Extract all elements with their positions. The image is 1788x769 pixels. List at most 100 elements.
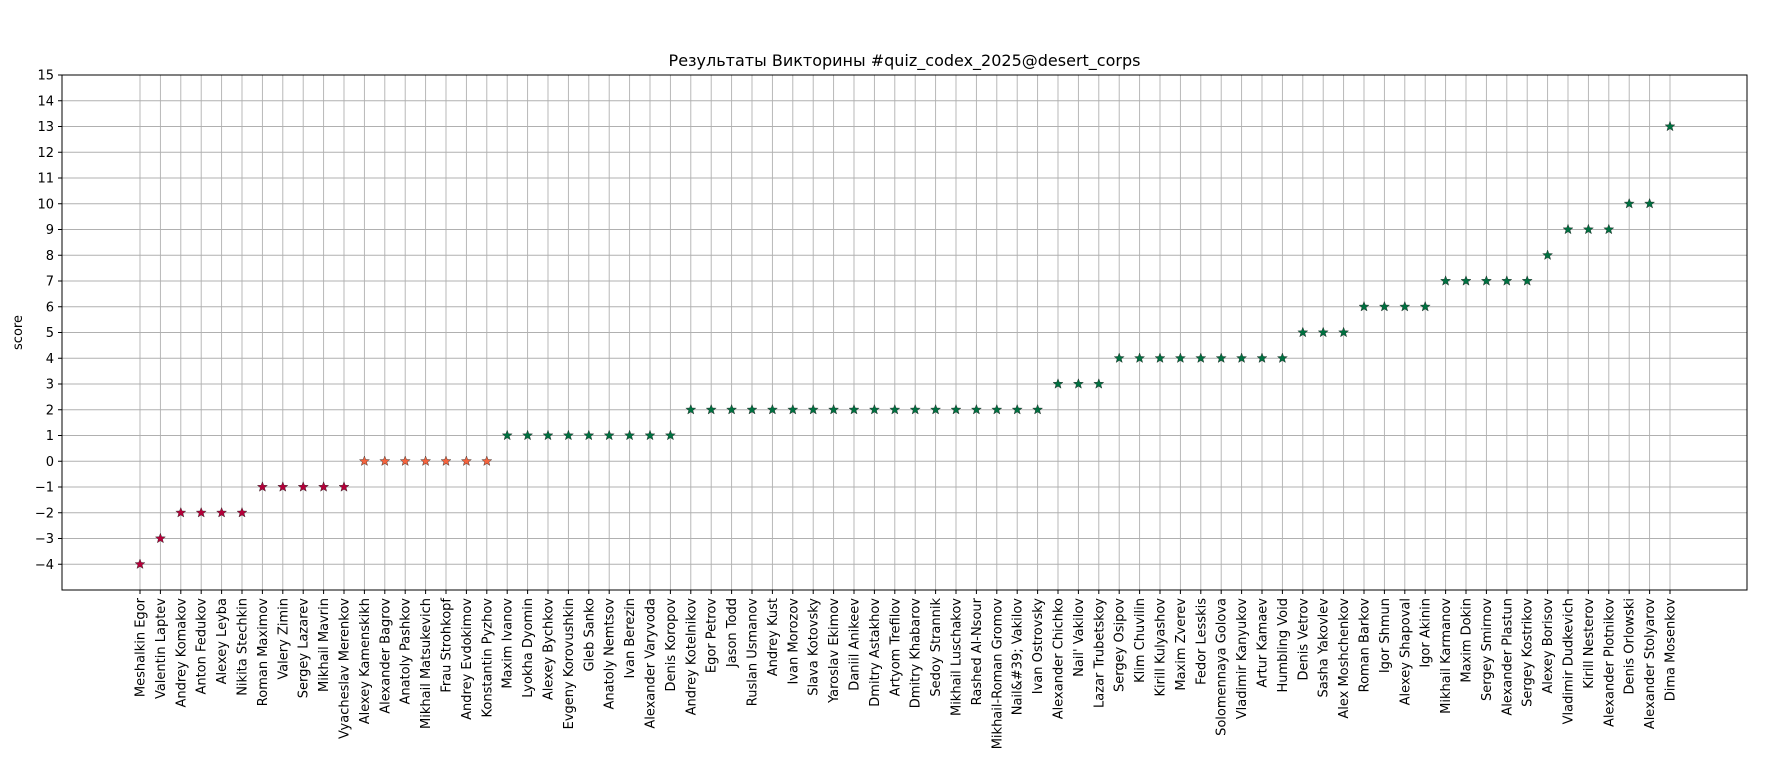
data-point-star: [1521, 275, 1533, 286]
x-tick-label: Evgeny Korovushkin: [562, 598, 577, 729]
data-point-star: [338, 481, 350, 492]
y-tick-label: 1: [46, 429, 54, 444]
x-tick-label: Dmitry Astakhov: [868, 598, 883, 707]
x-tick-label: Ivan Berezin: [623, 598, 638, 679]
data-point-star: [644, 429, 656, 441]
data-point-star: [1419, 300, 1431, 312]
x-tick-label: Alexander Plotnikov: [1602, 598, 1617, 727]
x-tick-label: Slava Kotovsky: [807, 598, 822, 696]
data-point-star: [501, 429, 513, 441]
x-tick-label: Vladimir Dudkevich: [1562, 598, 1577, 724]
data-point-star: [705, 403, 717, 415]
x-tick-label: Alexey Bychkov: [542, 598, 557, 700]
y-tick-label: 11: [37, 172, 54, 187]
data-point-star: [154, 532, 166, 544]
data-point-star: [1582, 223, 1594, 235]
data-point-star: [930, 403, 942, 415]
data-point-star: [746, 403, 758, 415]
data-point-star: [399, 455, 411, 466]
x-tick-label: Denis Vetrov: [1296, 598, 1311, 681]
x-tick-label: Alexey Kamenskikh: [358, 598, 373, 724]
data-point-star: [297, 481, 309, 492]
x-tick-label: Valery Zimin: [276, 598, 291, 680]
x-tick-label: Gleb Sanko: [582, 598, 597, 672]
x-tick-label: Kirill Nesterov: [1582, 598, 1597, 689]
data-point-star: [358, 455, 370, 466]
data-point-star: [460, 455, 472, 466]
x-tick-label: Denis Orlowski: [1623, 598, 1638, 694]
data-point-star: [1480, 275, 1492, 286]
data-point-star: [1011, 403, 1023, 415]
x-tick-label: Nikita Stechkin: [236, 598, 251, 696]
data-point-star: [1195, 352, 1207, 363]
data-point-star: [440, 455, 452, 466]
x-tick-label: Maxim Ivanov: [501, 598, 516, 689]
y-tick-label: −3: [35, 532, 54, 547]
data-point-star: [1358, 300, 1370, 312]
data-point-star: [909, 403, 921, 415]
x-tick-label: Alexander Varyvoda: [644, 598, 659, 729]
x-tick-label: Daniil Anikeev: [848, 598, 863, 691]
x-tick-label: Mikhail-Roman Gromov: [990, 598, 1005, 750]
data-point-star: [1297, 326, 1309, 338]
x-tick-label: Jason Todd: [725, 598, 740, 668]
x-tick-label: Alexander Plastun: [1500, 598, 1515, 716]
plot-frame: [61, 74, 1748, 591]
x-tick-label: Alexey Leyba: [215, 598, 230, 684]
x-tick-label: Dmitry Khabarov: [909, 598, 924, 709]
x-tick-label: Nail&#39; Vakilov: [1011, 598, 1026, 716]
y-tick-label: 6: [46, 300, 54, 315]
x-tick-label: Yaroslav Ekimov: [827, 598, 842, 704]
x-tick-label: Humbling Void: [1276, 598, 1291, 692]
y-tick-label: 7: [46, 275, 54, 290]
data-point-star: [807, 403, 819, 415]
data-point-star: [1542, 249, 1554, 260]
data-point-star: [1644, 197, 1656, 209]
y-tick-label: 14: [37, 94, 54, 109]
x-tick-label: Kirill Kulyashov: [1154, 598, 1169, 697]
x-tick-label: Ivan Ostrovsky: [1031, 598, 1046, 695]
y-tick-label: 15: [37, 69, 54, 84]
x-tick-label: Ivan Morozov: [786, 598, 801, 685]
data-point-star: [1215, 352, 1227, 363]
x-tick-label: Konstantin Pyzhov: [480, 598, 495, 718]
x-tick-label: Nail' Vakilov: [1072, 598, 1087, 677]
data-point-star: [685, 403, 697, 415]
x-tick-label: Mikhail Mavrin: [317, 598, 332, 692]
data-point-star: [868, 403, 880, 415]
data-point-star: [603, 429, 615, 441]
x-tick-label: Andrey Evdokimov: [460, 598, 475, 720]
x-tick-label: Vyacheslav Merenkov: [338, 598, 353, 739]
data-point-star: [1460, 275, 1472, 286]
x-tick-label: Dima Mosenkov: [1664, 598, 1679, 702]
data-point-star: [216, 506, 228, 518]
x-tick-label: Maxim Dokin: [1460, 598, 1475, 683]
x-tick-label: Rashed Al-Nsour: [970, 597, 985, 705]
x-tick-label: Alexander Chichko: [1052, 598, 1067, 719]
y-tick-label: −2: [35, 506, 54, 521]
y-tick-label: 4: [46, 352, 54, 367]
x-tick-label: Frau Strohkopf: [440, 598, 455, 693]
x-tick-label: Artyom Trefilov: [888, 598, 903, 697]
data-point-star: [1072, 378, 1084, 389]
x-tick-label: Andrey Kust: [766, 598, 781, 676]
x-tick-label: Sergey Kostrikov: [1521, 598, 1536, 707]
data-point-star: [1399, 300, 1411, 312]
data-point-star: [950, 403, 962, 415]
data-point-star: [1440, 275, 1452, 286]
x-tick-label: Meshalkin Egor: [134, 597, 149, 697]
data-point-star: [236, 506, 248, 518]
grid-lines: [62, 74, 1747, 590]
x-tick-label: Maxim Zverev: [1174, 598, 1189, 691]
x-tick-label: Anatoly Nemtsov: [603, 598, 618, 710]
data-point-star: [1562, 223, 1574, 235]
data-point-star: [664, 429, 676, 441]
data-point-star: [583, 429, 595, 441]
x-tick-label: Roman Barkov: [1358, 598, 1373, 693]
y-tick-label: 2: [46, 403, 54, 418]
data-point-star: [420, 455, 432, 466]
x-tick-label: Alexey Borisov: [1541, 598, 1556, 694]
x-tick-label: Sergey Osipov: [1113, 598, 1128, 692]
